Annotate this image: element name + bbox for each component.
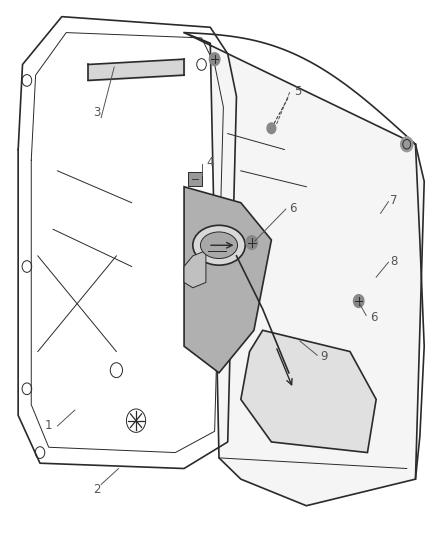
Text: 9: 9	[320, 350, 328, 364]
Text: 8: 8	[390, 255, 397, 268]
Bar	[188, 172, 201, 185]
Polygon shape	[184, 251, 206, 288]
Text: 3: 3	[93, 106, 100, 119]
Text: 4: 4	[207, 156, 214, 169]
Circle shape	[246, 236, 258, 249]
Text: 6: 6	[290, 201, 297, 214]
Circle shape	[267, 123, 276, 134]
Polygon shape	[184, 187, 272, 373]
Polygon shape	[241, 330, 376, 453]
Text: 1: 1	[45, 419, 53, 432]
Ellipse shape	[193, 225, 245, 265]
Circle shape	[401, 137, 413, 152]
Text: 6: 6	[370, 311, 378, 324]
Ellipse shape	[201, 232, 237, 259]
Text: 2: 2	[93, 483, 100, 496]
Circle shape	[209, 53, 220, 66]
Circle shape	[353, 295, 364, 308]
Text: 7: 7	[390, 193, 397, 207]
Polygon shape	[184, 33, 424, 506]
Text: 5: 5	[294, 85, 301, 98]
